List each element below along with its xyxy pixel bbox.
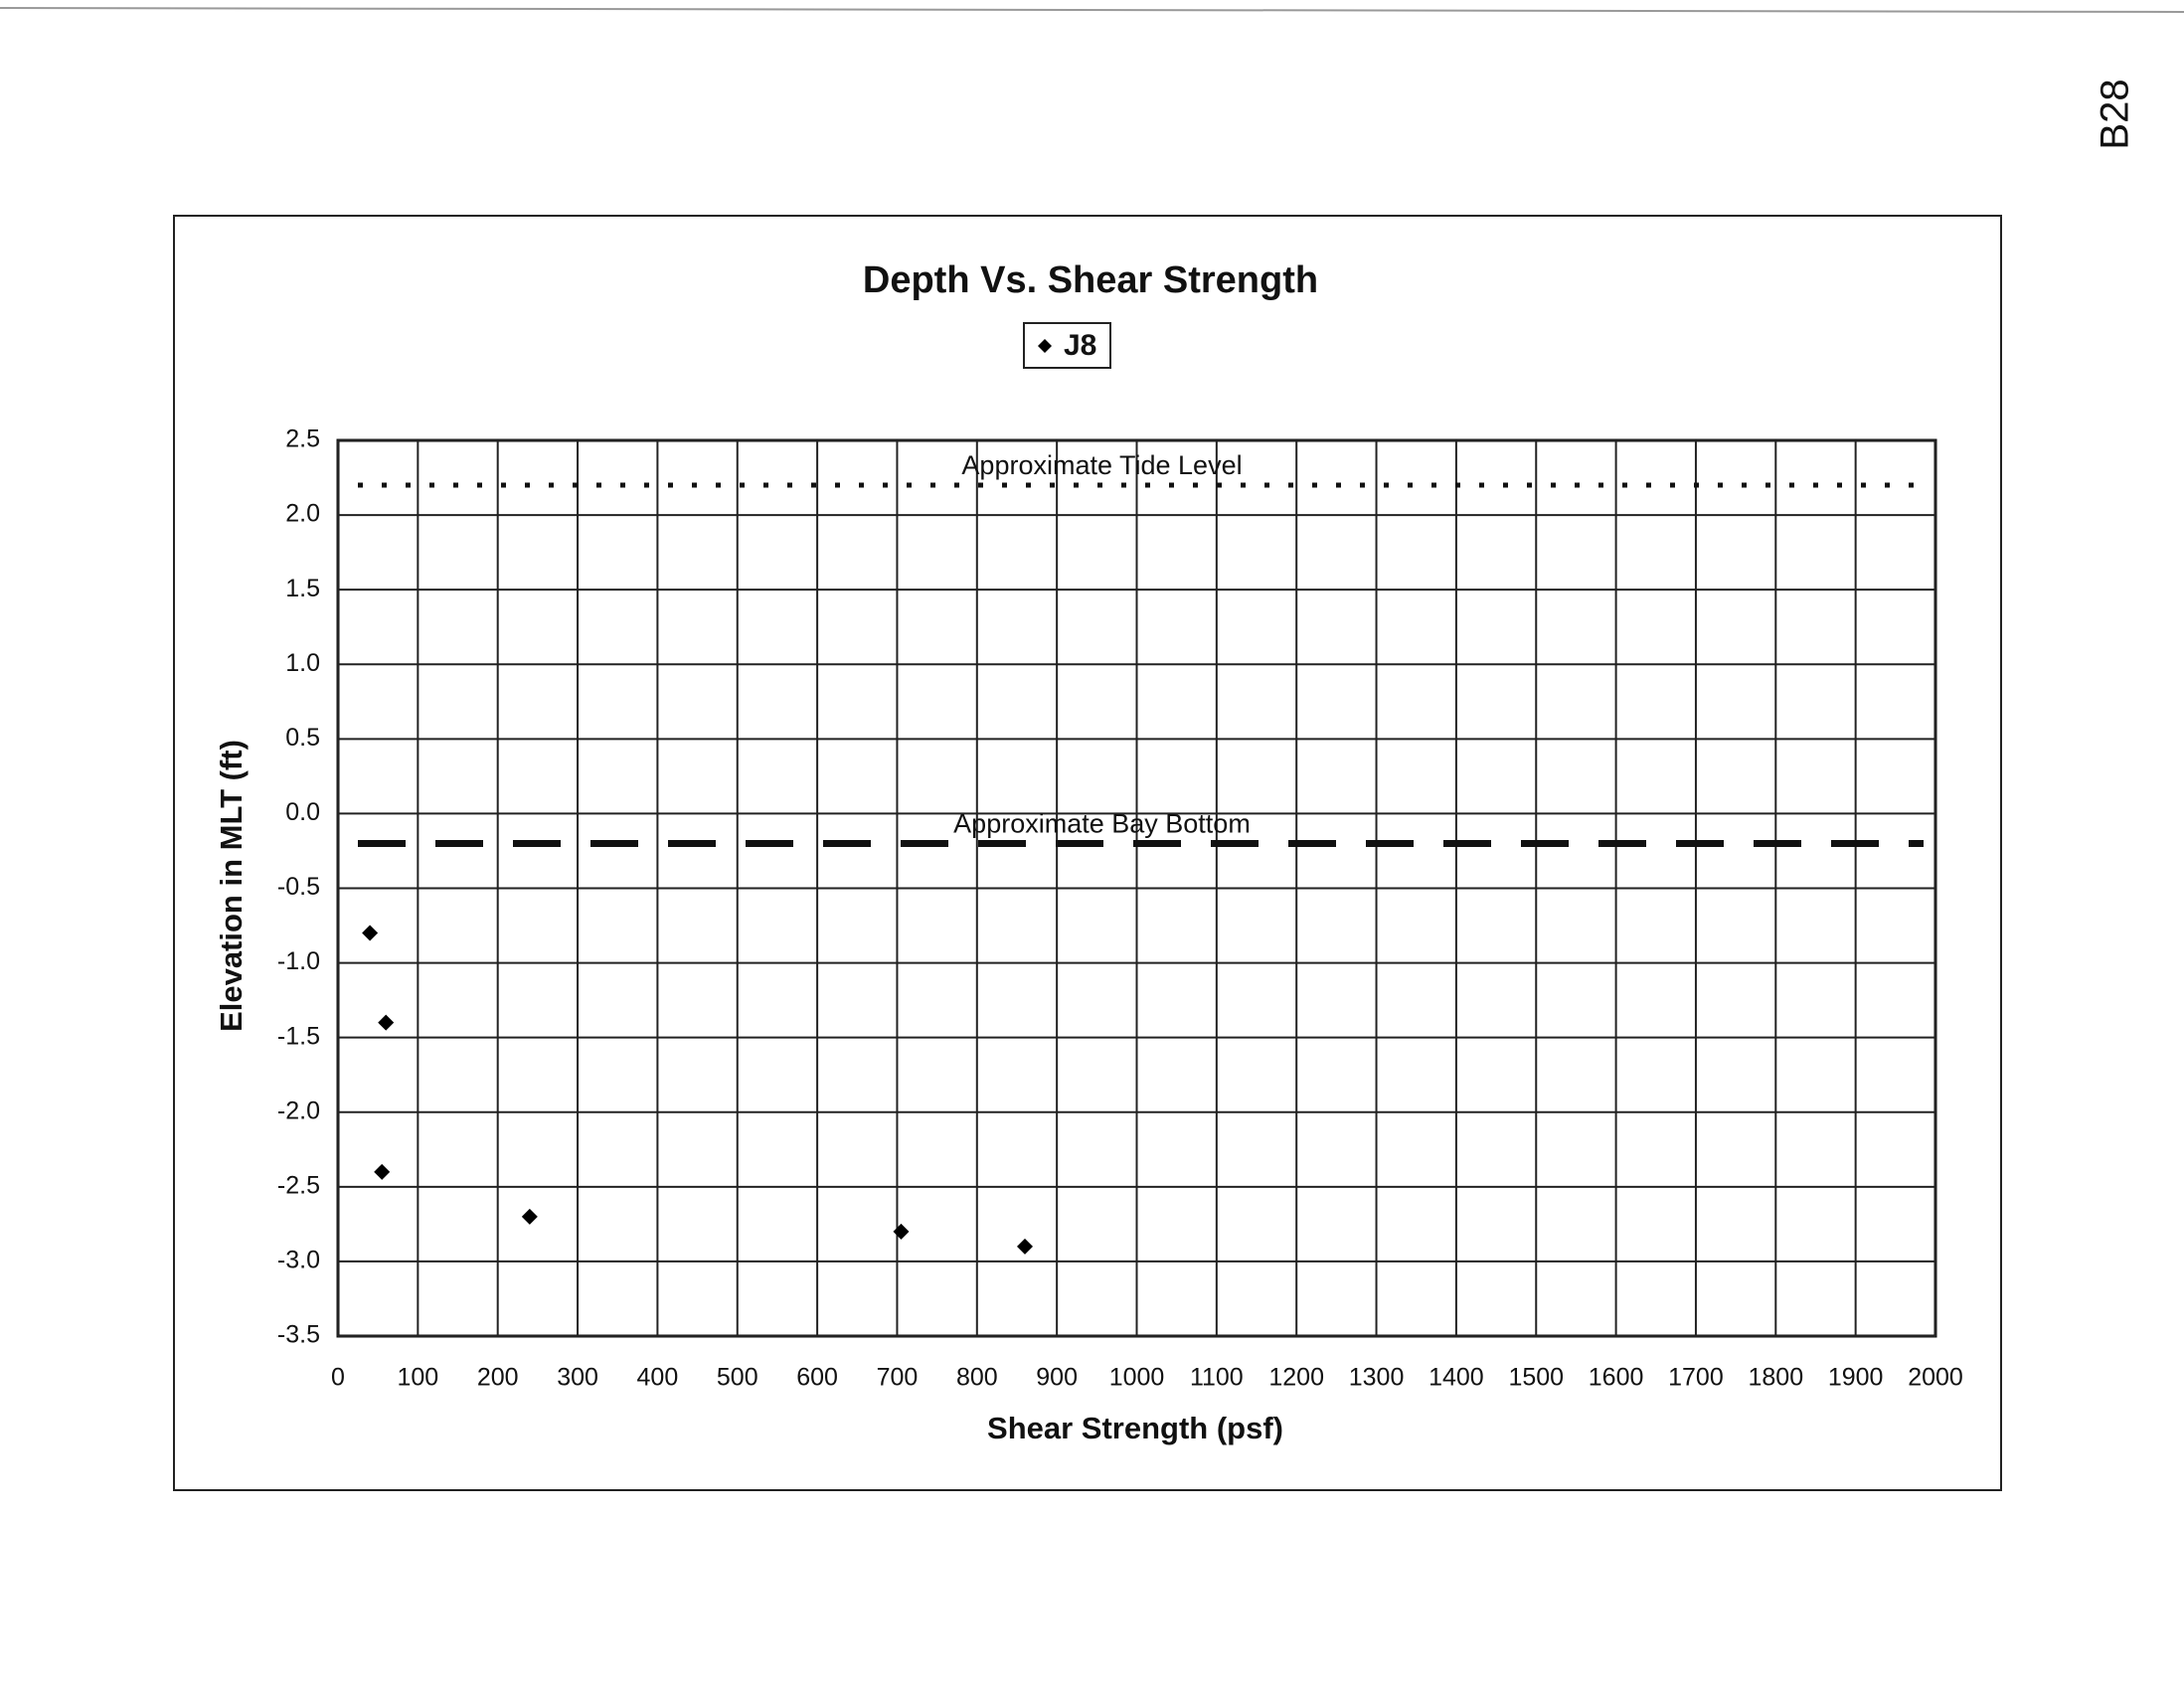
handwritten-note: B28 [2094,79,2137,149]
data-point [1017,1238,1034,1255]
y-axis-title: Elevation in MLT (ft) [214,740,249,1032]
x-tick-label: 0 [331,1364,345,1392]
x-tick-label: 1800 [1748,1364,1803,1392]
x-tick-label: 1000 [1109,1364,1165,1392]
x-tick-label: 2000 [1908,1364,1963,1392]
x-tick-label: 500 [717,1364,758,1392]
y-tick-label: 1.5 [285,575,320,602]
scan-edge [0,7,2184,13]
y-tick-label: -2.5 [277,1171,320,1199]
x-tick-label: 200 [477,1364,519,1392]
x-tick-label: 1100 [1190,1364,1244,1392]
x-tick-label: 900 [1036,1364,1078,1392]
x-tick-label: 600 [796,1364,838,1392]
x-tick-label: 700 [877,1364,919,1392]
x-tick-label: 1300 [1349,1364,1405,1392]
x-tick-label: 1500 [1508,1364,1564,1392]
data-point [378,1014,395,1031]
y-tick-label: -2.0 [277,1097,320,1124]
x-tick-label: 1700 [1668,1364,1724,1392]
y-tick-label: -1.0 [277,947,320,975]
chart-title: Depth Vs. Shear Strength [863,259,1318,301]
reference-label: Approximate Bay Bottom [953,809,1251,839]
data-point [374,1163,391,1180]
y-tick-label: 2.5 [285,425,320,453]
reference-label: Approximate Tide Level [961,450,1242,480]
y-tick-label: -0.5 [277,873,320,901]
x-axis-title: Shear Strength (psf) [987,1411,1283,1445]
chart-frame [173,215,2002,1491]
data-point [893,1223,910,1240]
x-tick-label: 800 [956,1364,998,1392]
y-tick-label: 0.0 [285,798,320,826]
x-tick-label: 1600 [1589,1364,1644,1392]
data-point [521,1208,538,1225]
x-tick-label: 100 [397,1364,438,1392]
legend-box [1023,322,1111,369]
y-tick-label: -1.5 [277,1022,320,1050]
y-tick-label: 0.5 [285,724,320,752]
y-tick-label: -3.0 [277,1247,320,1274]
legend-label: J8 [1064,329,1096,362]
x-tick-label: 1200 [1268,1364,1324,1392]
x-tick-label: 1900 [1828,1364,1884,1392]
x-tick-label: 400 [637,1364,679,1392]
y-tick-label: 2.0 [285,500,320,528]
y-tick-label: -3.5 [277,1321,320,1349]
data-point [362,925,379,941]
legend-marker [1038,339,1052,353]
y-tick-label: 1.0 [285,649,320,677]
x-tick-label: 1400 [1428,1364,1484,1392]
x-tick-label: 300 [557,1364,598,1392]
